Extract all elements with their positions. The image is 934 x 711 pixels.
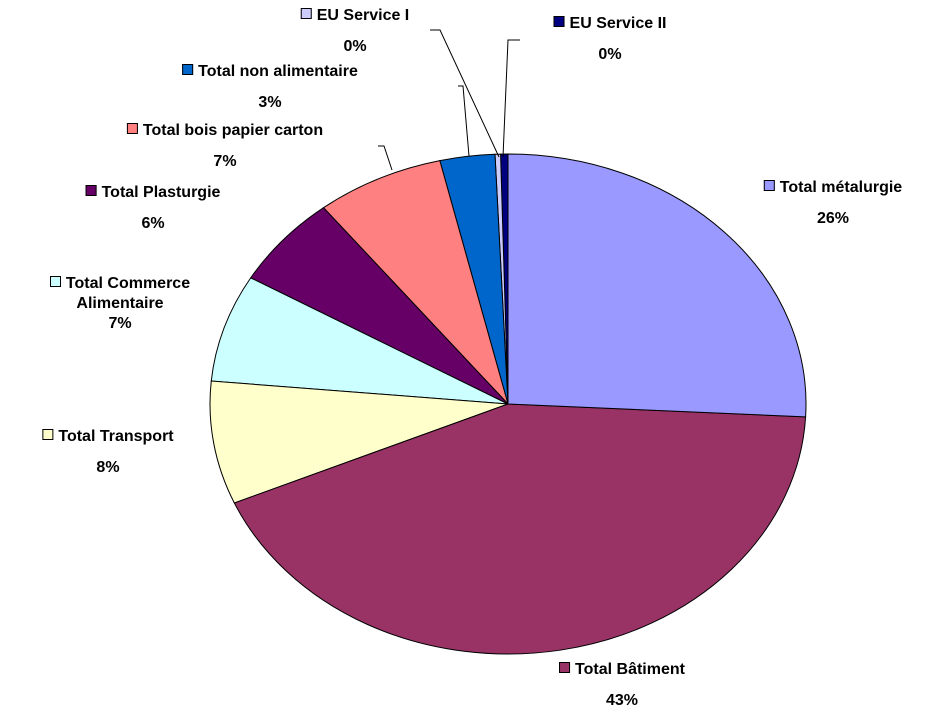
data-label: EU Service II 0% bbox=[553, 14, 667, 65]
legend-key bbox=[300, 8, 312, 19]
data-label: Total bois papier carton 7% bbox=[126, 121, 324, 172]
data-label: EU Service I 0% bbox=[300, 6, 410, 57]
label-name: Total Bâtiment bbox=[559, 660, 685, 680]
label-name: Total Transport bbox=[42, 427, 174, 447]
label-name: EU Service II bbox=[553, 14, 667, 34]
percent-label: 7% bbox=[213, 153, 237, 170]
data-label: Total métalurgie 26% bbox=[763, 178, 903, 229]
label-name: Total Plasturgie bbox=[85, 183, 221, 203]
pie-slice bbox=[233, 403, 807, 655]
data-label: Total Plasturgie 6% bbox=[85, 183, 221, 234]
category-name: Total bois papier carton bbox=[142, 122, 324, 139]
legend-key bbox=[553, 16, 565, 27]
category-name: Total non alimentaire bbox=[198, 63, 358, 80]
legend-key bbox=[42, 429, 54, 440]
legend-key bbox=[85, 185, 97, 196]
legend-key bbox=[49, 276, 61, 287]
leader-line bbox=[502, 39, 520, 158]
category-name: Total Bâtiment bbox=[575, 661, 685, 678]
pie-slice bbox=[209, 380, 509, 504]
pie-slice bbox=[507, 153, 807, 418]
category-name: Total Transport bbox=[58, 428, 174, 445]
percent-label: 3% bbox=[258, 94, 282, 111]
label-name: EU Service I bbox=[300, 6, 410, 26]
legend-key bbox=[559, 662, 571, 673]
leader-line bbox=[378, 145, 393, 171]
percent-label: 7% bbox=[108, 315, 132, 332]
category-name: EU Service I bbox=[316, 7, 410, 24]
legend-key bbox=[763, 180, 775, 191]
pie-slice bbox=[322, 160, 509, 405]
percent-label: 43% bbox=[605, 692, 639, 709]
percent-label: 0% bbox=[343, 38, 367, 55]
category-name: Total Plasturgie bbox=[101, 184, 221, 201]
percent-label: 26% bbox=[816, 210, 850, 227]
legend-key bbox=[182, 64, 194, 75]
label-name: Total Commerce Alimentaire bbox=[20, 274, 220, 314]
percent-label: 8% bbox=[96, 459, 120, 476]
label-name: Total non alimentaire bbox=[182, 62, 358, 82]
percent-label: 0% bbox=[598, 46, 622, 63]
leader-line bbox=[430, 29, 500, 158]
data-label: Total non alimentaire 3% bbox=[182, 62, 358, 113]
label-name: Total métalurgie bbox=[763, 178, 903, 198]
data-label: Total Transport 8% bbox=[42, 427, 174, 478]
leader-line bbox=[458, 85, 470, 157]
percent-label: 6% bbox=[141, 215, 165, 232]
legend-key bbox=[126, 123, 138, 134]
category-name: Total Commerce Alimentaire bbox=[65, 275, 191, 312]
pie-slice bbox=[210, 277, 509, 405]
data-label: Total Bâtiment 43% bbox=[559, 660, 685, 711]
category-name: EU Service II bbox=[569, 15, 667, 32]
data-label: Total Commerce Alimentaire 7% bbox=[20, 274, 220, 334]
label-name: Total bois papier carton bbox=[126, 121, 324, 141]
category-name: Total métalurgie bbox=[779, 179, 903, 196]
